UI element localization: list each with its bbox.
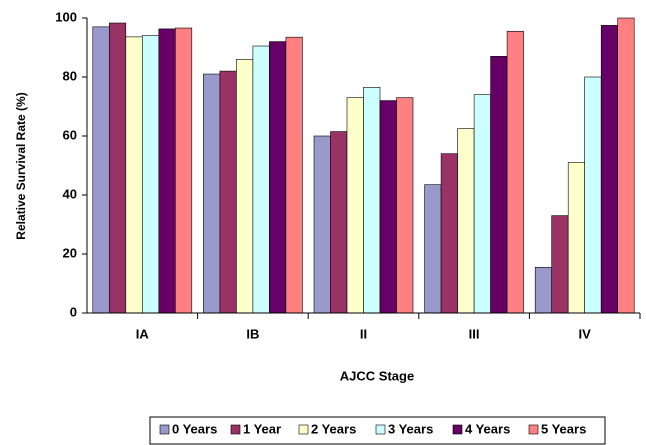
bar	[125, 36, 143, 314]
legend-label: 2 Years	[311, 421, 356, 436]
bar	[269, 41, 287, 314]
x-tick-label: II	[360, 326, 367, 341]
bar	[252, 45, 270, 314]
y-tick-label: 100	[55, 9, 77, 24]
bar	[313, 135, 331, 314]
bar	[379, 100, 397, 314]
bar	[473, 94, 491, 314]
y-tick-label: 20	[63, 245, 77, 260]
bar	[363, 87, 381, 314]
x-tick-label: IA	[136, 326, 150, 341]
bar	[506, 30, 524, 314]
bar	[109, 22, 127, 314]
legend-label: 0 Years	[172, 421, 217, 436]
y-tick-label: 60	[63, 127, 77, 142]
bar	[490, 56, 508, 314]
y-tick-label: 80	[63, 68, 77, 83]
bar	[567, 162, 586, 314]
legend-label: 4 Years	[465, 421, 510, 436]
legend-swatch	[452, 424, 463, 435]
bar	[440, 153, 458, 314]
legend-swatch	[230, 424, 241, 435]
legend-label: 5 Years	[541, 421, 586, 436]
bar	[285, 36, 303, 314]
bar	[396, 97, 414, 314]
x-tick-label: III	[469, 326, 480, 341]
legend-swatch	[528, 424, 539, 435]
legend-label: 3 Years	[388, 421, 433, 436]
y-axis-title: Relative Survival Rate (%)	[14, 92, 28, 239]
bar	[92, 26, 110, 314]
bar	[142, 35, 160, 314]
bar	[330, 131, 348, 314]
bar	[534, 266, 553, 314]
legend-swatch	[159, 424, 170, 435]
y-tick-label: 40	[63, 186, 77, 201]
bar	[175, 27, 193, 314]
legend-label: 1 Year	[243, 421, 281, 436]
bar	[457, 128, 475, 314]
bar	[203, 73, 221, 314]
legend-swatch	[375, 424, 386, 435]
bar	[424, 184, 442, 314]
bar	[617, 17, 635, 314]
bar	[236, 58, 254, 314]
bar	[600, 25, 619, 314]
bar	[584, 76, 602, 314]
x-tick-label: IV	[579, 326, 592, 341]
bar	[158, 28, 176, 314]
legend-swatch	[298, 424, 309, 435]
bar	[219, 70, 237, 314]
bar	[346, 97, 364, 314]
x-tick-label: IB	[246, 326, 259, 341]
x-axis-title: AJCC Stage	[340, 368, 414, 383]
y-tick-label: 0	[70, 304, 77, 319]
bar	[551, 215, 569, 314]
